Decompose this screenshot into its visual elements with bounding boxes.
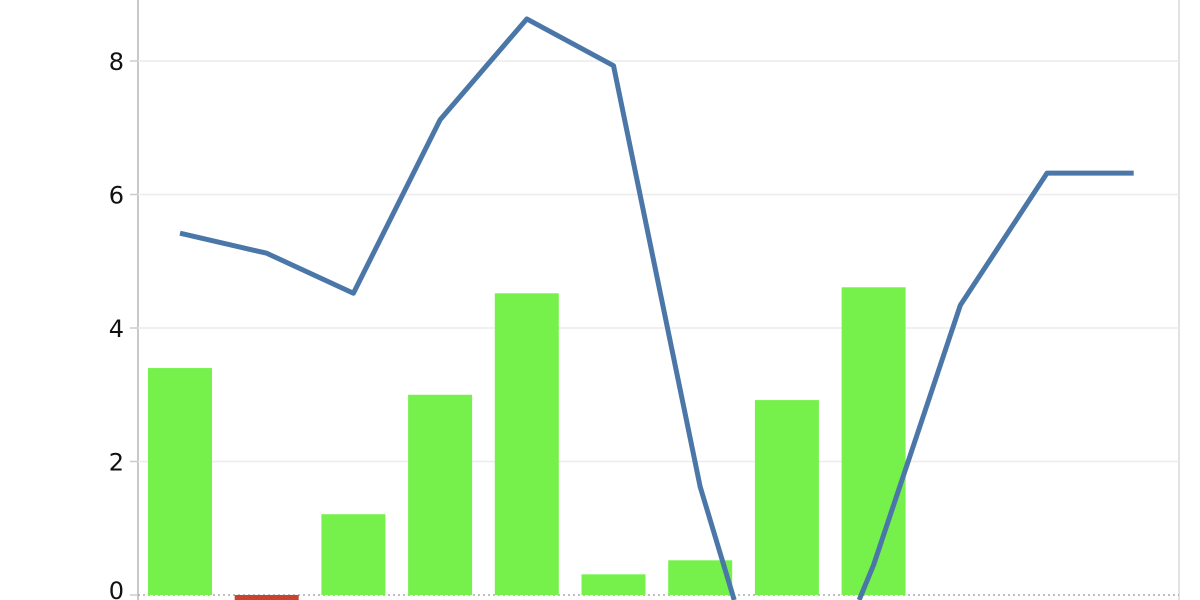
bar	[841, 287, 906, 595]
line-series	[179, 16, 737, 600]
bar	[408, 394, 473, 595]
bar	[321, 514, 386, 595]
y-tick-label: 6	[109, 182, 124, 210]
bar	[754, 400, 819, 595]
bar	[581, 574, 646, 595]
y-tick-label: 0	[109, 577, 124, 600]
bar	[494, 293, 559, 595]
y-tick-label: 8	[109, 48, 124, 76]
bar	[148, 368, 212, 595]
y-tick-label: 4	[109, 315, 124, 343]
bar	[234, 595, 299, 600]
y-tick-label: 2	[109, 449, 124, 477]
